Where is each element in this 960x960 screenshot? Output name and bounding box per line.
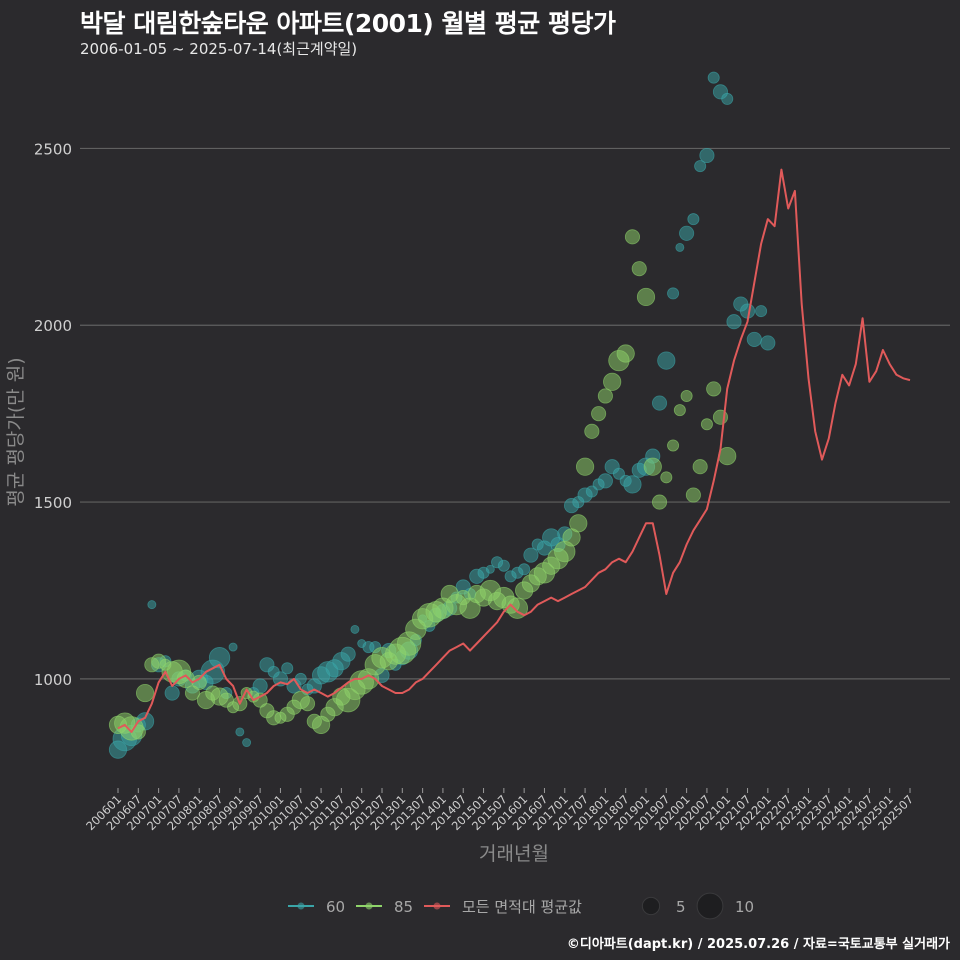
legend-label-1: 85 (394, 898, 413, 916)
series-60-point (699, 147, 715, 164)
series-60-point (340, 646, 356, 662)
series-60-point (755, 305, 768, 318)
series-85-point (299, 696, 316, 712)
legend-size-label-0: 5 (676, 898, 686, 916)
series-85-point (569, 514, 588, 533)
series-60-point (518, 563, 531, 576)
series-60-point (485, 564, 495, 574)
series-60-point (694, 160, 707, 173)
legend-label-2: 모든 면적대 평균값 (462, 898, 582, 916)
series-60-point (208, 647, 231, 669)
legend-size-marker-1 (696, 892, 724, 920)
series-60-point (679, 225, 695, 241)
series-85-point (591, 406, 607, 422)
series-60-point (242, 738, 252, 748)
x-axis-ticks: 2006012006072007012007072008012008072009… (83, 788, 916, 833)
series-85-point (130, 724, 146, 740)
y-tick-label: 1000 (34, 671, 72, 689)
series-60-point (657, 351, 676, 370)
series-85-point (680, 389, 693, 402)
legend: 60 85 모든 면적대 평균값 5 10 (288, 892, 754, 920)
series-60-point (707, 71, 720, 84)
series-60-point (651, 395, 668, 411)
average-line (117, 168, 911, 733)
x-axis-label: 거래년월 (479, 843, 549, 865)
series-60-point (667, 287, 680, 300)
legend-label-0: 60 (326, 898, 345, 916)
series-60-point (687, 213, 700, 226)
source-caption: ©디아파트(dapt.kr) / 2025.07.26 / 자료=국토교통부 실… (566, 937, 950, 952)
legend-size-marker-0 (641, 896, 661, 916)
series-85-point (624, 229, 641, 245)
series-85-point (636, 287, 656, 307)
average-line-path (117, 168, 911, 733)
legend-marker-0 (297, 902, 305, 910)
legend-marker-1 (365, 902, 373, 910)
series-85-point (667, 439, 680, 452)
series-60-point (597, 473, 613, 489)
y-axis-ticks: 1000 1500 2000 2500 (34, 140, 72, 688)
series-60-point (235, 727, 245, 737)
series-85-point (651, 494, 668, 510)
legend-size-label-1: 10 (735, 898, 754, 916)
series-60-point (350, 624, 360, 634)
gridlines (80, 147, 950, 680)
legend-marker-2 (433, 902, 441, 910)
series-60-point (164, 685, 180, 701)
series-85-point (597, 388, 613, 404)
series-60-point (147, 600, 157, 610)
series-85-point (584, 423, 600, 439)
series-60-point (228, 642, 238, 652)
series-85-point (631, 261, 647, 277)
series-85-points (108, 229, 737, 741)
y-tick-label: 2000 (34, 317, 72, 335)
series-60-point (675, 242, 685, 252)
series-60-point (760, 335, 776, 351)
y-tick-label: 2500 (34, 140, 72, 158)
y-axis-label: 평균 평당가(만 원) (5, 357, 27, 506)
series-60-point (281, 662, 294, 675)
series-60-point (497, 559, 510, 572)
series-60-point (523, 547, 539, 563)
series-85-point (700, 418, 713, 431)
series-85-point (706, 381, 722, 397)
series-85-point (575, 457, 595, 476)
series-85-point (135, 683, 155, 703)
series-60-points (108, 71, 776, 759)
y-tick-label: 1500 (34, 494, 72, 512)
series-85-point (616, 344, 635, 363)
chart-title: 박달 대림한숲타운 아파트(2001) 월별 평균 평당가 (80, 9, 616, 38)
series-85-point (673, 404, 686, 417)
series-60-point (746, 331, 762, 347)
series-85-point (660, 471, 673, 484)
series-60-point (623, 475, 642, 494)
chart-subtitle: 2006-01-05 ~ 2025-07-14(최근계약일) (80, 40, 358, 58)
series-85-point (184, 685, 201, 701)
series-85-point (603, 372, 622, 391)
series-60-point (721, 92, 734, 105)
series-85-point (685, 487, 701, 503)
series-60-point (726, 314, 742, 330)
series-85-point (643, 457, 662, 476)
series-85-point (692, 459, 708, 475)
